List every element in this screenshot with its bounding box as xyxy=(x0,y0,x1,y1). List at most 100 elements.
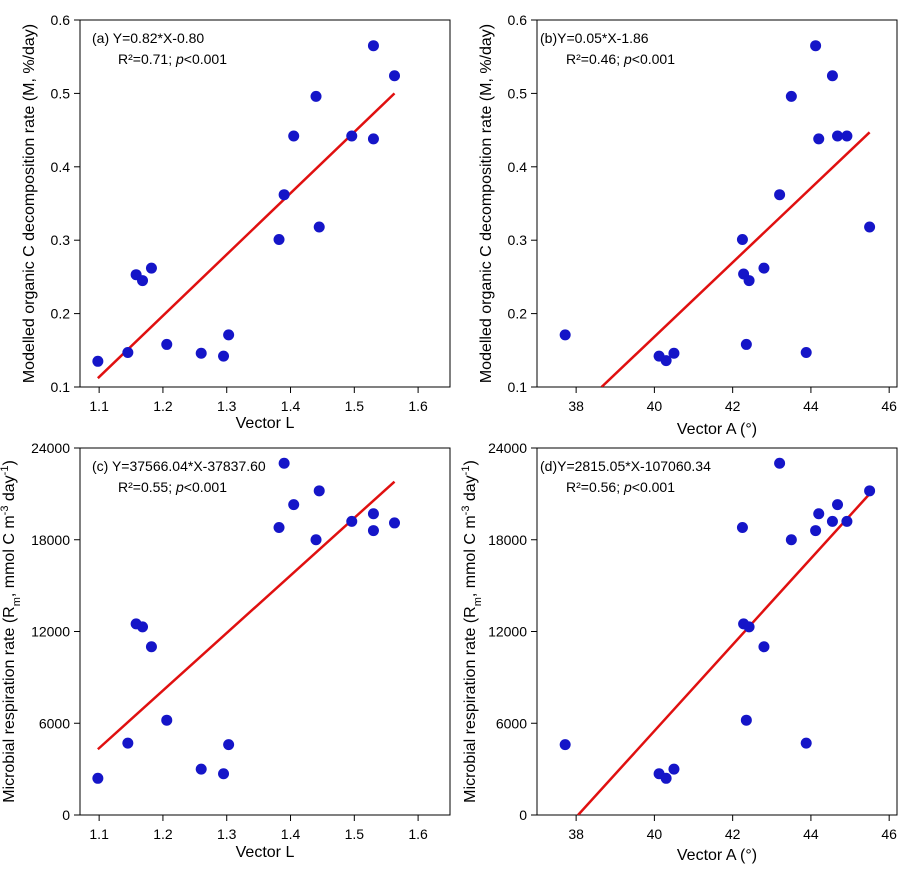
x-tick-label: 38 xyxy=(568,826,584,842)
data-point xyxy=(145,262,157,274)
equation-label: (c) Y=37566.04*X-37837.60 xyxy=(92,458,266,474)
regression-line xyxy=(577,493,871,815)
equation-text: Y=0.82*X-0.80 xyxy=(113,30,205,46)
y-tick-label: 0 xyxy=(62,807,70,823)
y-tick-label: 6000 xyxy=(496,715,527,731)
x-tick-label: 1.2 xyxy=(153,398,173,414)
data-point xyxy=(346,515,358,527)
x-tick-label: 44 xyxy=(803,398,819,414)
r2-label: R²=0.55; p<0.001 xyxy=(118,479,227,495)
x-axis-title: Vector A (°) xyxy=(677,847,757,864)
plot-frame xyxy=(79,19,451,388)
y-tick-label: 0.4 xyxy=(508,159,528,175)
equation-text: Y=37566.04*X-37837.60 xyxy=(112,458,266,474)
data-point xyxy=(864,485,876,497)
panel-c: 1.1 1.2 1.3 1.4 1.5 1.6 0 6000 12000 18000 24000 (c… xyxy=(0,440,451,861)
data-point xyxy=(668,347,680,359)
data-point xyxy=(273,522,285,534)
data-point xyxy=(288,130,300,142)
y-tick-label: 0.6 xyxy=(508,12,528,28)
data-point xyxy=(810,40,822,52)
data-point xyxy=(223,739,235,751)
x-axis-title: Vector A (°) xyxy=(677,421,757,438)
x-tick-label: 46 xyxy=(881,398,897,414)
equation-label: (a) Y=0.82*X-0.80 xyxy=(92,30,204,46)
data-point xyxy=(389,70,400,82)
data-point xyxy=(389,517,400,529)
data-point xyxy=(810,525,822,537)
data-point xyxy=(736,233,748,245)
panel-b: 38 40 42 44 46 0.1 0.2 0.3 0.4 0.5 0.6 (b)Y=0.05*X-… xyxy=(478,12,898,438)
data-point xyxy=(273,233,285,245)
x-tick-label: 1.1 xyxy=(89,398,109,414)
y-tick-label: 0.2 xyxy=(51,306,71,322)
data-point xyxy=(161,714,173,726)
x-tick-label: 46 xyxy=(881,826,897,842)
y-tick-label: 0.2 xyxy=(508,306,528,322)
r2-label: R²=0.56; p<0.001 xyxy=(566,479,675,495)
panel-label: (b) xyxy=(540,30,557,46)
x-axis-title: Vector L xyxy=(236,844,295,861)
data-point xyxy=(800,737,812,749)
data-point xyxy=(774,457,786,469)
data-point xyxy=(832,499,844,511)
data-point xyxy=(367,40,379,52)
y-tick-label: 0.5 xyxy=(508,85,528,101)
y-tick-label: 0.1 xyxy=(508,379,528,395)
data-point xyxy=(367,525,379,537)
data-point xyxy=(122,737,134,749)
equation-label: (d)Y=2815.05*X-107060.34 xyxy=(540,458,711,474)
data-point xyxy=(826,515,838,527)
data-point xyxy=(832,130,844,142)
y-tick-label: 0.3 xyxy=(51,232,71,248)
data-point xyxy=(161,338,173,350)
y-tick-label: 0.3 xyxy=(508,232,528,248)
data-point xyxy=(92,355,104,367)
x-tick-label: 40 xyxy=(647,826,663,842)
data-point xyxy=(92,772,104,784)
equation-label: (b)Y=0.05*X-1.86 xyxy=(540,30,649,46)
x-tick-label: 1.5 xyxy=(345,826,365,842)
data-point xyxy=(223,329,235,341)
data-point xyxy=(195,347,207,359)
y-axis-title: Modelled organic C decomposition rate (M… xyxy=(478,24,495,383)
data-point xyxy=(288,499,300,511)
y-tick-label: 0 xyxy=(519,807,527,823)
data-point xyxy=(278,457,290,469)
data-point xyxy=(313,485,325,497)
x-tick-label: 40 xyxy=(647,398,663,414)
panel-label: (d) xyxy=(540,458,557,474)
plot-frame xyxy=(79,447,451,816)
data-point xyxy=(660,772,672,784)
data-point xyxy=(310,534,322,546)
data-point xyxy=(736,522,748,534)
y-tick-label: 24000 xyxy=(488,440,527,456)
x-tick-label: 1.6 xyxy=(408,826,428,842)
data-point xyxy=(864,221,876,233)
equation-text: Y=2815.05*X-107060.34 xyxy=(557,458,711,474)
data-point xyxy=(278,189,290,201)
x-tick-label: 1.2 xyxy=(153,826,173,842)
y-tick-label: 0.6 xyxy=(51,12,71,28)
data-point xyxy=(758,641,770,653)
data-point xyxy=(740,338,752,350)
y-tick-label: 12000 xyxy=(488,624,527,640)
y-tick-label: 12000 xyxy=(31,624,70,640)
equation-text: Y=0.05*X-1.86 xyxy=(557,30,649,46)
regression-line xyxy=(97,480,396,751)
y-tick-label: 24000 xyxy=(31,440,70,456)
x-tick-label: 38 xyxy=(568,398,584,414)
r2-label: R²=0.46; p<0.001 xyxy=(566,51,675,67)
data-point xyxy=(367,133,379,145)
data-point xyxy=(310,90,322,102)
data-point xyxy=(660,355,672,367)
data-point xyxy=(758,262,770,274)
plot-frame xyxy=(536,447,898,816)
data-point xyxy=(313,221,325,233)
y-axis-title: Microbial respiration rate (Rm, mmol C m… xyxy=(460,460,484,803)
data-point xyxy=(740,714,752,726)
data-point xyxy=(743,275,755,287)
r2-label: R²=0.71; p<0.001 xyxy=(118,51,227,67)
panel-d: 38 40 42 44 46 0 6000 12000 18000 24000 (d)Y=2815.… xyxy=(460,440,898,864)
